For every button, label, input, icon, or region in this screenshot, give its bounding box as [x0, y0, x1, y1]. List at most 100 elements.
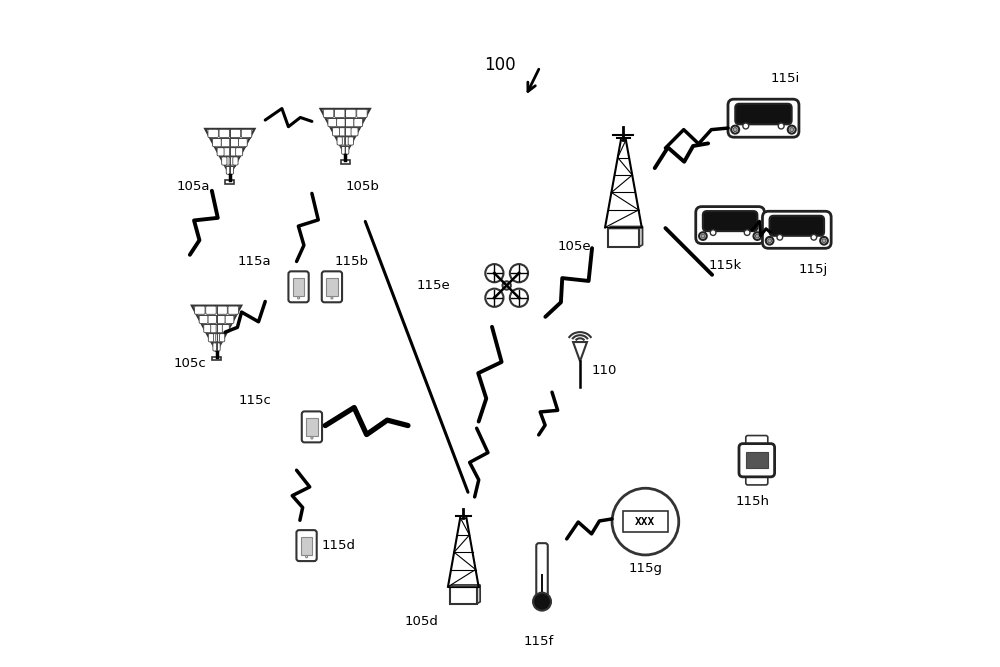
FancyBboxPatch shape: [219, 129, 230, 137]
FancyBboxPatch shape: [323, 109, 334, 117]
Polygon shape: [450, 585, 480, 587]
FancyBboxPatch shape: [341, 137, 346, 145]
FancyBboxPatch shape: [348, 137, 353, 145]
Polygon shape: [573, 342, 587, 362]
Circle shape: [744, 229, 750, 235]
FancyBboxPatch shape: [233, 157, 238, 165]
FancyBboxPatch shape: [223, 147, 230, 156]
FancyBboxPatch shape: [339, 127, 346, 136]
FancyBboxPatch shape: [195, 306, 205, 314]
Circle shape: [699, 232, 707, 240]
Text: 105b: 105b: [345, 180, 379, 193]
Circle shape: [731, 125, 739, 133]
FancyBboxPatch shape: [346, 109, 356, 117]
FancyBboxPatch shape: [332, 127, 339, 136]
FancyBboxPatch shape: [236, 147, 243, 156]
FancyBboxPatch shape: [301, 536, 312, 555]
FancyBboxPatch shape: [746, 452, 768, 468]
Circle shape: [710, 229, 716, 235]
Circle shape: [533, 593, 551, 610]
FancyBboxPatch shape: [746, 436, 768, 450]
FancyBboxPatch shape: [296, 530, 317, 561]
Circle shape: [503, 281, 511, 289]
FancyBboxPatch shape: [222, 157, 227, 165]
FancyBboxPatch shape: [541, 574, 543, 596]
FancyBboxPatch shape: [221, 139, 230, 147]
Text: 115b: 115b: [335, 255, 369, 268]
FancyBboxPatch shape: [322, 271, 342, 302]
FancyBboxPatch shape: [210, 324, 217, 333]
FancyBboxPatch shape: [216, 334, 221, 342]
FancyBboxPatch shape: [345, 127, 352, 136]
FancyBboxPatch shape: [357, 109, 367, 117]
FancyBboxPatch shape: [238, 139, 247, 147]
FancyBboxPatch shape: [230, 166, 233, 174]
FancyBboxPatch shape: [213, 139, 221, 147]
Text: 105e: 105e: [557, 240, 591, 253]
Circle shape: [306, 556, 308, 558]
FancyBboxPatch shape: [208, 129, 218, 137]
Text: 100: 100: [484, 56, 516, 73]
FancyBboxPatch shape: [344, 146, 348, 154]
FancyBboxPatch shape: [450, 587, 477, 604]
Circle shape: [811, 235, 817, 240]
Text: 115g: 115g: [628, 562, 662, 574]
Circle shape: [612, 488, 679, 555]
FancyBboxPatch shape: [217, 306, 227, 314]
FancyBboxPatch shape: [337, 119, 345, 127]
Text: 115k: 115k: [709, 259, 742, 271]
Text: 115j: 115j: [799, 263, 828, 276]
Circle shape: [743, 123, 749, 129]
FancyBboxPatch shape: [344, 137, 350, 145]
Circle shape: [822, 239, 826, 243]
FancyBboxPatch shape: [204, 324, 211, 333]
FancyBboxPatch shape: [208, 334, 214, 342]
FancyBboxPatch shape: [288, 271, 309, 302]
FancyBboxPatch shape: [762, 211, 831, 248]
FancyBboxPatch shape: [217, 147, 224, 156]
Circle shape: [331, 297, 333, 299]
Polygon shape: [608, 227, 643, 228]
Circle shape: [493, 272, 495, 274]
FancyBboxPatch shape: [228, 306, 238, 314]
Circle shape: [753, 232, 761, 240]
FancyBboxPatch shape: [226, 166, 230, 174]
FancyBboxPatch shape: [241, 129, 252, 137]
Circle shape: [510, 264, 528, 282]
Circle shape: [311, 437, 313, 439]
Text: 115c: 115c: [239, 394, 272, 407]
Circle shape: [701, 234, 705, 238]
Polygon shape: [205, 129, 255, 175]
Circle shape: [510, 289, 528, 307]
Circle shape: [766, 237, 773, 245]
FancyBboxPatch shape: [213, 343, 216, 351]
FancyBboxPatch shape: [739, 444, 775, 477]
FancyBboxPatch shape: [229, 147, 236, 156]
Text: 115i: 115i: [770, 73, 799, 85]
FancyBboxPatch shape: [230, 129, 241, 137]
FancyBboxPatch shape: [354, 119, 363, 127]
Polygon shape: [192, 305, 241, 352]
Text: 115a: 115a: [238, 255, 271, 268]
FancyBboxPatch shape: [216, 324, 223, 333]
Polygon shape: [639, 227, 643, 247]
FancyBboxPatch shape: [746, 471, 768, 485]
Polygon shape: [321, 109, 370, 155]
Text: 115d: 115d: [321, 539, 355, 552]
FancyBboxPatch shape: [334, 109, 345, 117]
FancyBboxPatch shape: [342, 146, 345, 154]
Circle shape: [485, 289, 503, 307]
FancyBboxPatch shape: [326, 277, 338, 296]
FancyBboxPatch shape: [306, 418, 318, 436]
Text: 115f: 115f: [524, 635, 554, 648]
Text: 105d: 105d: [405, 615, 439, 628]
FancyBboxPatch shape: [351, 127, 358, 136]
FancyBboxPatch shape: [225, 315, 234, 323]
Circle shape: [298, 297, 300, 299]
FancyBboxPatch shape: [225, 157, 231, 165]
Text: 105c: 105c: [173, 357, 206, 370]
FancyBboxPatch shape: [608, 228, 639, 247]
Circle shape: [788, 125, 796, 133]
FancyBboxPatch shape: [212, 357, 221, 360]
FancyBboxPatch shape: [212, 334, 217, 342]
